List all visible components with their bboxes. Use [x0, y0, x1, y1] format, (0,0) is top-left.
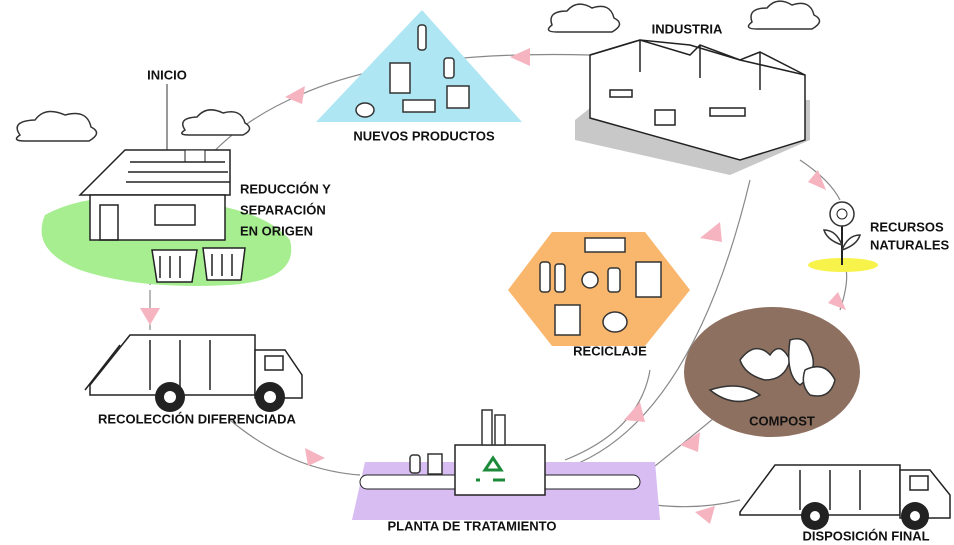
truck — [85, 335, 302, 412]
truck — [740, 465, 950, 530]
label: RECICLAJE — [573, 343, 647, 358]
label: DISPOSICIÓN FINAL — [802, 528, 929, 543]
label: EN ORIGEN — [240, 223, 313, 238]
label: SEPARACIÓN — [240, 202, 326, 217]
label: REDUCCIÓN Y — [240, 181, 331, 196]
treatment-plant — [352, 410, 660, 520]
label: NUEVOS PRODUCTOS — [353, 128, 495, 143]
label: INICIO — [147, 67, 187, 82]
new-products — [316, 10, 522, 122]
flower — [808, 202, 878, 272]
label: RECURSOS — [870, 219, 944, 234]
label: COMPOST — [749, 413, 815, 428]
label: RECOLECCIÓN DIFERENCIADA — [98, 411, 297, 426]
label: INDUSTRIA — [652, 21, 723, 36]
house — [80, 150, 230, 240]
label: NATURALES — [870, 237, 950, 252]
diagram: INICIO NUEVOS PRODUCTOS INDUSTRIA REDUCC… — [0, 0, 954, 545]
factory — [575, 40, 810, 175]
label: PLANTA DE TRATAMIENTO — [388, 518, 557, 533]
recycling — [508, 232, 690, 346]
